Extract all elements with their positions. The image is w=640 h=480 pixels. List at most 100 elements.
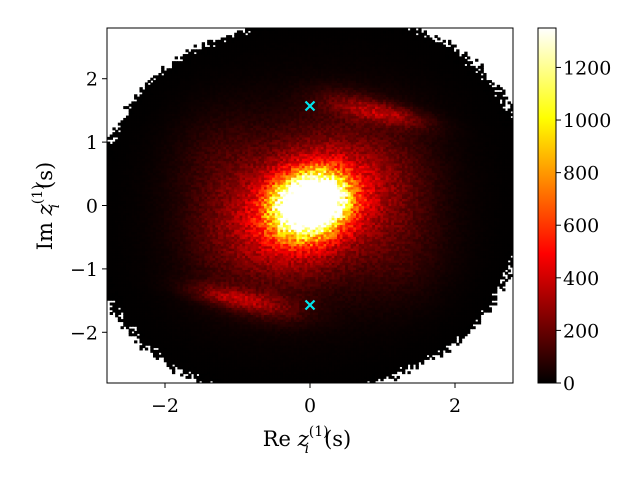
heatmap-cell xyxy=(107,162,111,166)
heatmap-cell xyxy=(196,212,200,216)
heatmap-cell xyxy=(199,300,203,304)
heatmap-cell xyxy=(139,257,143,261)
heatmap-cell xyxy=(180,321,184,325)
heatmap-cell xyxy=(177,179,181,183)
heatmap-cell xyxy=(131,276,135,280)
heatmap-cell xyxy=(142,120,146,124)
heatmap-cell xyxy=(171,274,176,278)
heatmap-cell xyxy=(131,285,135,289)
heatmap-cell xyxy=(117,167,122,171)
heatmap-cell xyxy=(174,302,178,306)
heatmap-cell xyxy=(158,319,162,323)
heatmap-cell xyxy=(163,330,168,334)
heatmap-cell xyxy=(177,224,181,228)
heatmap-cell xyxy=(142,267,146,270)
heatmap-cell xyxy=(199,146,203,150)
heatmap-cell xyxy=(128,229,132,233)
heatmap-cell xyxy=(136,257,141,261)
heatmap-cell xyxy=(185,250,189,254)
heatmap-cell xyxy=(147,179,151,183)
heatmap-cell xyxy=(120,200,124,204)
heatmap-cell xyxy=(153,186,157,190)
heatmap-cell xyxy=(155,84,160,88)
heatmap-cell xyxy=(182,89,187,93)
heatmap-cell xyxy=(182,252,187,256)
heatmap-cell xyxy=(174,158,178,162)
heatmap-cell xyxy=(125,319,130,323)
heatmap-cell xyxy=(161,241,165,244)
heatmap-cell xyxy=(169,243,173,247)
heatmap-cell xyxy=(155,139,160,143)
heatmap-cell xyxy=(204,321,208,325)
heatmap-cell xyxy=(196,70,200,74)
heatmap-cell xyxy=(117,290,122,294)
heatmap-cell xyxy=(201,205,206,209)
heatmap-cell xyxy=(158,323,162,327)
heatmap-cell xyxy=(155,162,160,166)
heatmap-cell xyxy=(180,174,184,178)
heatmap-cell xyxy=(185,271,189,275)
heatmap-cell xyxy=(123,143,127,147)
heatmap-cell xyxy=(180,274,184,278)
heatmap-cell xyxy=(193,262,197,266)
heatmap-cell xyxy=(155,224,160,228)
heatmap-cell xyxy=(199,312,203,315)
heatmap-cell xyxy=(190,345,195,349)
heatmap-cell xyxy=(147,101,151,105)
heatmap-cell xyxy=(150,307,154,311)
heatmap-cell xyxy=(169,323,173,327)
heatmap-cell xyxy=(201,295,206,299)
heatmap-cell xyxy=(174,165,178,169)
heatmap-cell xyxy=(182,210,187,214)
heatmap-cell xyxy=(144,226,149,230)
heatmap-cell xyxy=(182,127,187,131)
heatmap-cell xyxy=(163,89,168,93)
heatmap-cell xyxy=(182,267,187,270)
heatmap-cell xyxy=(153,94,157,98)
heatmap-cell xyxy=(196,151,200,155)
heatmap-cell xyxy=(182,345,187,349)
heatmap-cell xyxy=(204,354,208,358)
heatmap-cell xyxy=(131,170,135,173)
heatmap-cell xyxy=(182,172,187,176)
heatmap-cell xyxy=(199,373,203,377)
heatmap-cell xyxy=(177,212,181,216)
heatmap-cell xyxy=(190,56,195,60)
heatmap-cell xyxy=(166,151,170,155)
heatmap-cell xyxy=(147,283,151,287)
heatmap-cell xyxy=(185,207,189,211)
heatmap-cell xyxy=(117,285,122,289)
heatmap-cell xyxy=(166,122,170,126)
heatmap-cell xyxy=(180,330,184,334)
heatmap-cell xyxy=(182,347,187,351)
heatmap-cell xyxy=(190,172,195,176)
heatmap-cell xyxy=(123,170,127,173)
heatmap-cell xyxy=(150,269,154,273)
heatmap-cell xyxy=(117,302,122,306)
heatmap-cell xyxy=(193,304,197,308)
heatmap-cell xyxy=(177,198,181,202)
heatmap-cell xyxy=(174,333,178,337)
heatmap-cell xyxy=(158,226,162,230)
heatmap-cell xyxy=(201,229,206,233)
heatmap-cell xyxy=(155,174,160,178)
heatmap-cell xyxy=(190,288,195,292)
heatmap-cell xyxy=(190,162,195,166)
heatmap-cell xyxy=(144,312,149,315)
heatmap-cell xyxy=(199,222,203,226)
heatmap-cell xyxy=(171,186,176,190)
heatmap-cell xyxy=(155,222,160,226)
heatmap-cell xyxy=(139,170,143,173)
heatmap-cell xyxy=(188,330,192,334)
heatmap-cell xyxy=(169,155,173,159)
heatmap-cell xyxy=(109,186,114,190)
heatmap-cell xyxy=(150,245,154,249)
heatmap-cell xyxy=(185,139,189,143)
heatmap-cell xyxy=(131,319,135,323)
heatmap-cell xyxy=(123,312,127,315)
heatmap-cell xyxy=(112,271,116,275)
heatmap-cell xyxy=(125,283,130,287)
heatmap-cell xyxy=(136,125,141,128)
heatmap-cell xyxy=(144,281,149,285)
heatmap-cell xyxy=(125,184,130,188)
